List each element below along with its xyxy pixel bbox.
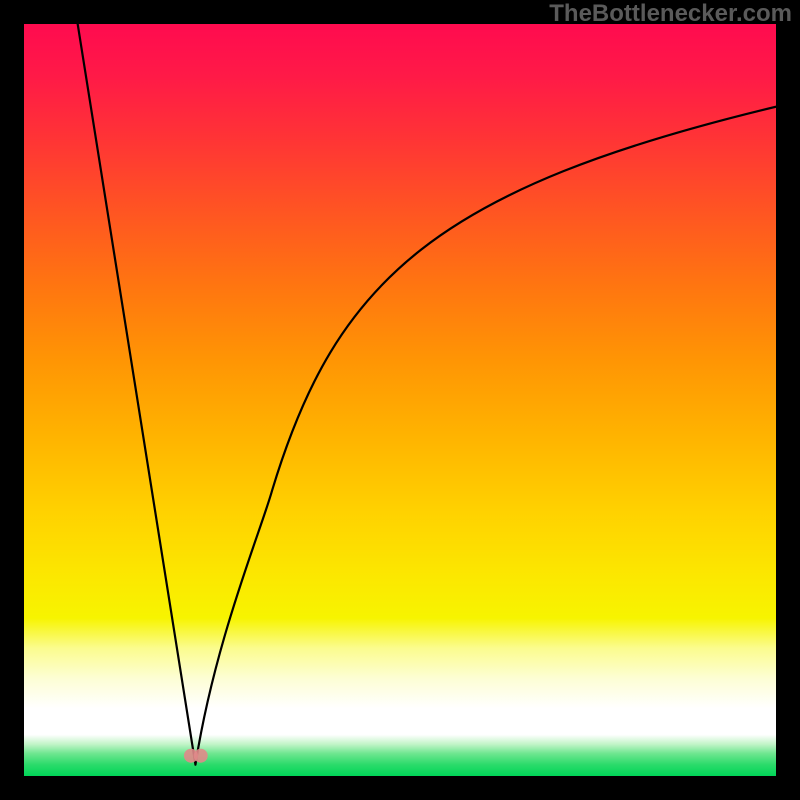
valley-marker-dot bbox=[194, 749, 208, 763]
watermark-text: TheBottlenecker.com bbox=[549, 0, 792, 28]
bottleneck-curve bbox=[73, 0, 776, 765]
chart-container: TheBottlenecker.com bbox=[0, 0, 800, 800]
curve-overlay bbox=[0, 0, 800, 800]
